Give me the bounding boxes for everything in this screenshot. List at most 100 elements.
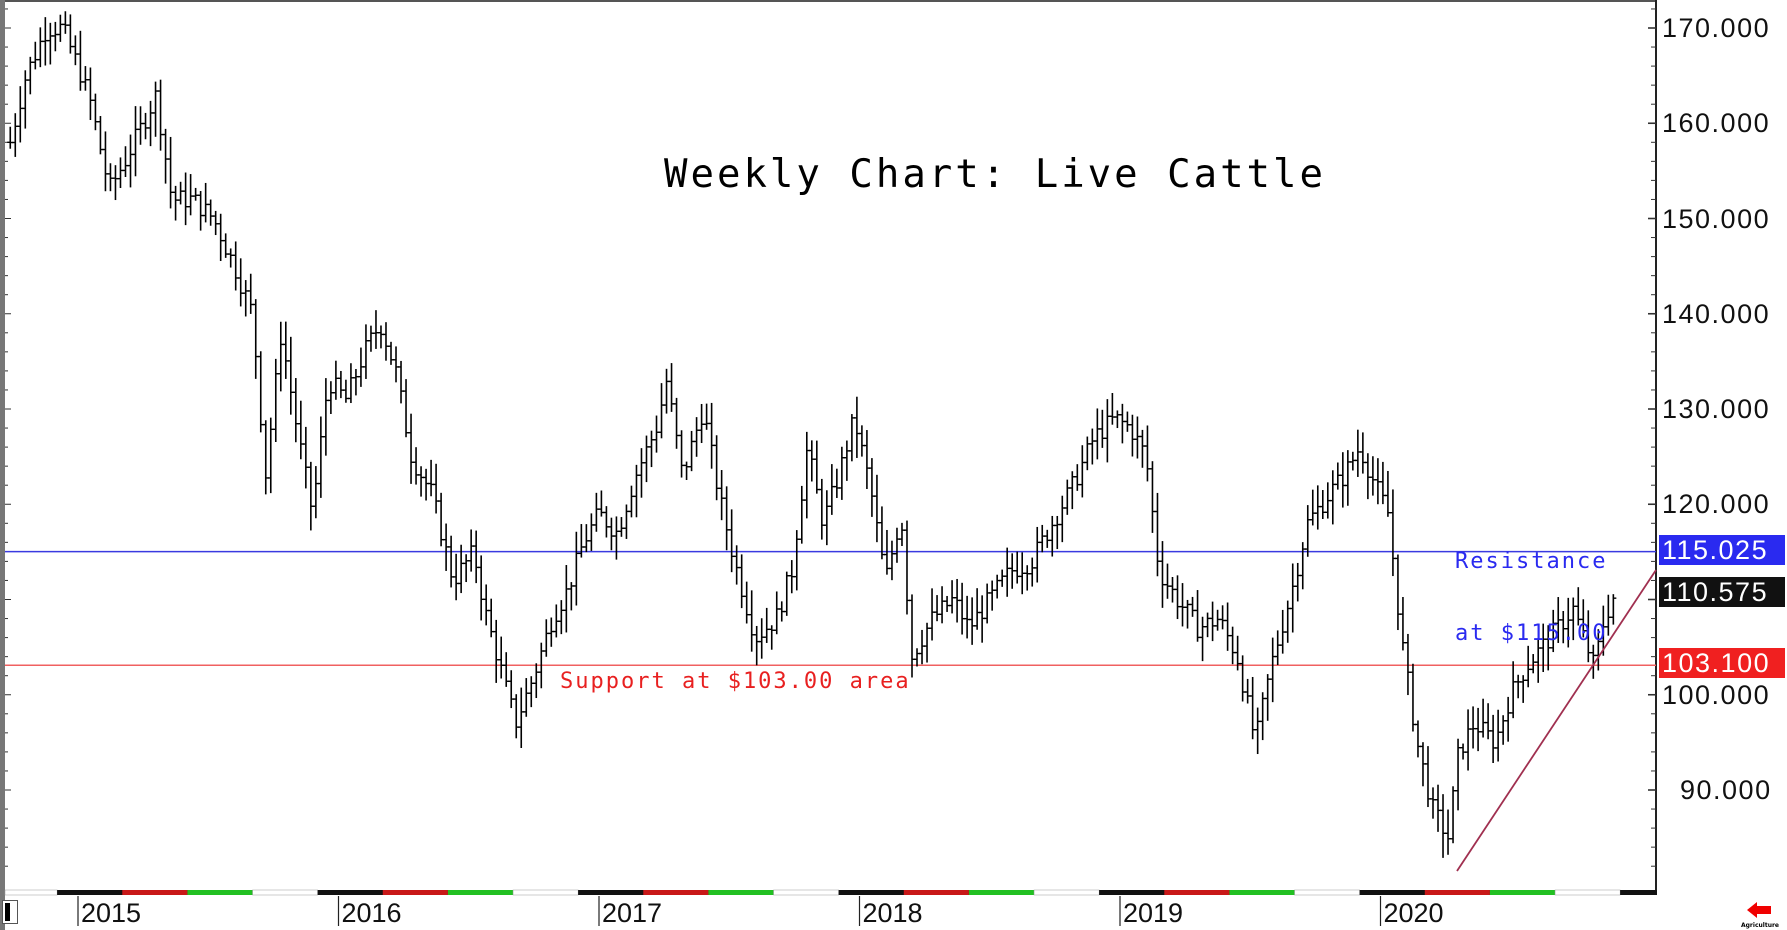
ohlc-bar — [162, 128, 169, 184]
y-tick-label: 130.000 — [1662, 394, 1771, 424]
timeline-band — [4, 889, 1657, 896]
ohlc-bar — [1164, 563, 1171, 599]
ohlc-bar — [317, 416, 324, 498]
ohlc-bar — [187, 174, 194, 216]
ohlc-bar — [453, 553, 460, 601]
ohlc-bar — [1204, 612, 1211, 638]
ohlc-bar — [1490, 714, 1497, 764]
x-tick-label: 2017 — [602, 898, 663, 928]
ohlc-bar — [1144, 425, 1151, 482]
agriculture-back-link[interactable]: Agriculture — [1735, 902, 1785, 929]
ohlc-bar — [32, 41, 39, 70]
scroll-start-marker[interactable] — [2, 900, 18, 924]
ohlc-bar — [1369, 456, 1376, 496]
ohlc-bar — [413, 447, 420, 485]
ohlc-bar — [1344, 450, 1351, 506]
ohlc-bar — [52, 21, 59, 52]
ohlc-bar — [1024, 565, 1031, 591]
ohlc-bar — [22, 70, 29, 129]
ohlc-bar — [1359, 432, 1366, 474]
ohlc-bar — [367, 325, 374, 352]
ohlc-bar — [1179, 583, 1186, 627]
ohlc-bar — [528, 676, 535, 708]
ohlc-bar — [1505, 696, 1512, 742]
band-segment — [1489, 890, 1556, 895]
ohlc-bar — [1500, 715, 1507, 745]
ohlc-bar — [67, 14, 74, 54]
resistance-price-badge: 115.025 — [1659, 535, 1785, 565]
ohlc-bar — [1409, 663, 1416, 732]
ohlc-bar — [117, 157, 124, 189]
ohlc-bar — [713, 435, 720, 501]
ohlc-bar — [438, 492, 445, 547]
ohlc-bar — [167, 136, 174, 209]
resistance-annotation-line2: at $115.00 — [1455, 621, 1608, 646]
ohlc-bar — [863, 430, 870, 489]
y-axis-ticks — [1648, 8, 1656, 867]
ohlc-bar — [302, 426, 309, 489]
ohlc-bar — [543, 619, 550, 657]
ohlc-bar — [332, 360, 339, 400]
ohlc-bar — [1119, 403, 1126, 444]
ohlc-bar — [1194, 590, 1201, 642]
ohlc-bar — [1424, 746, 1431, 808]
ohlc-bar — [1049, 515, 1056, 557]
ohlc-bar — [1104, 399, 1111, 463]
ohlc-bar — [102, 131, 109, 192]
ohlc-bar — [322, 378, 329, 456]
y-tick-label: 160.000 — [1662, 108, 1771, 139]
ohlc-bar — [1470, 706, 1477, 749]
x-tick-label: 2016 — [341, 898, 402, 928]
band-segment — [903, 890, 969, 895]
left-border — [0, 0, 5, 930]
ohlc-bar — [1209, 601, 1216, 642]
ohlc-bar — [758, 618, 765, 659]
ohlc-bar — [197, 191, 204, 231]
ohlc-bar — [1244, 678, 1251, 704]
band-segment — [1424, 890, 1490, 895]
ohlc-bars — [7, 11, 1617, 858]
ohlc-bar — [1339, 452, 1346, 508]
ohlc-bar — [377, 325, 384, 349]
ohlc-bar — [1054, 515, 1061, 550]
ohlc-bar — [914, 648, 921, 667]
ohlc-bar — [1304, 505, 1311, 557]
ohlc-bar — [372, 310, 379, 349]
ohlc-bar — [783, 571, 790, 616]
support-annotation: Support at $103.00 area — [560, 669, 911, 694]
ohlc-bar — [1094, 408, 1101, 460]
x-tick-label: 2019 — [1123, 898, 1184, 928]
ohlc-bar — [893, 527, 900, 563]
band-segment — [57, 890, 123, 895]
ohlc-bar — [147, 100, 154, 147]
ohlc-bar — [638, 448, 645, 498]
x-axis-ticks — [77, 896, 1382, 926]
ohlc-bar — [578, 524, 585, 558]
ohlc-bar — [603, 506, 610, 538]
ohlc-bar — [172, 185, 179, 221]
ohlc-bar — [1259, 692, 1266, 741]
ohlc-bar — [808, 440, 815, 482]
band-segment — [252, 889, 318, 896]
ohlc-bar — [1059, 495, 1066, 543]
ohlc-bar — [1239, 655, 1246, 702]
ohlc-bar — [803, 431, 810, 519]
resistance-annotation: Resistance at $115.00 — [1455, 502, 1607, 694]
ohlc-bar — [1199, 616, 1206, 662]
ohlc-bar — [297, 400, 304, 460]
ohlc-bar — [17, 86, 24, 143]
ohlc-bar — [843, 440, 850, 481]
ohlc-bar — [1294, 562, 1301, 602]
ohlc-bar — [132, 106, 139, 177]
ohlc-bar — [112, 165, 119, 201]
ohlc-bar — [1440, 794, 1447, 858]
ohlc-bar — [1084, 436, 1091, 471]
ohlc-bar — [934, 595, 941, 622]
ohlc-bar — [633, 464, 640, 518]
ohlc-bar — [212, 210, 219, 236]
ohlc-bar — [1354, 429, 1361, 477]
ohlc-bar — [748, 590, 755, 652]
agriculture-label: Agriculture — [1740, 922, 1779, 929]
left-axis-ticks — [5, 8, 11, 867]
ohlc-bar — [1435, 784, 1442, 832]
